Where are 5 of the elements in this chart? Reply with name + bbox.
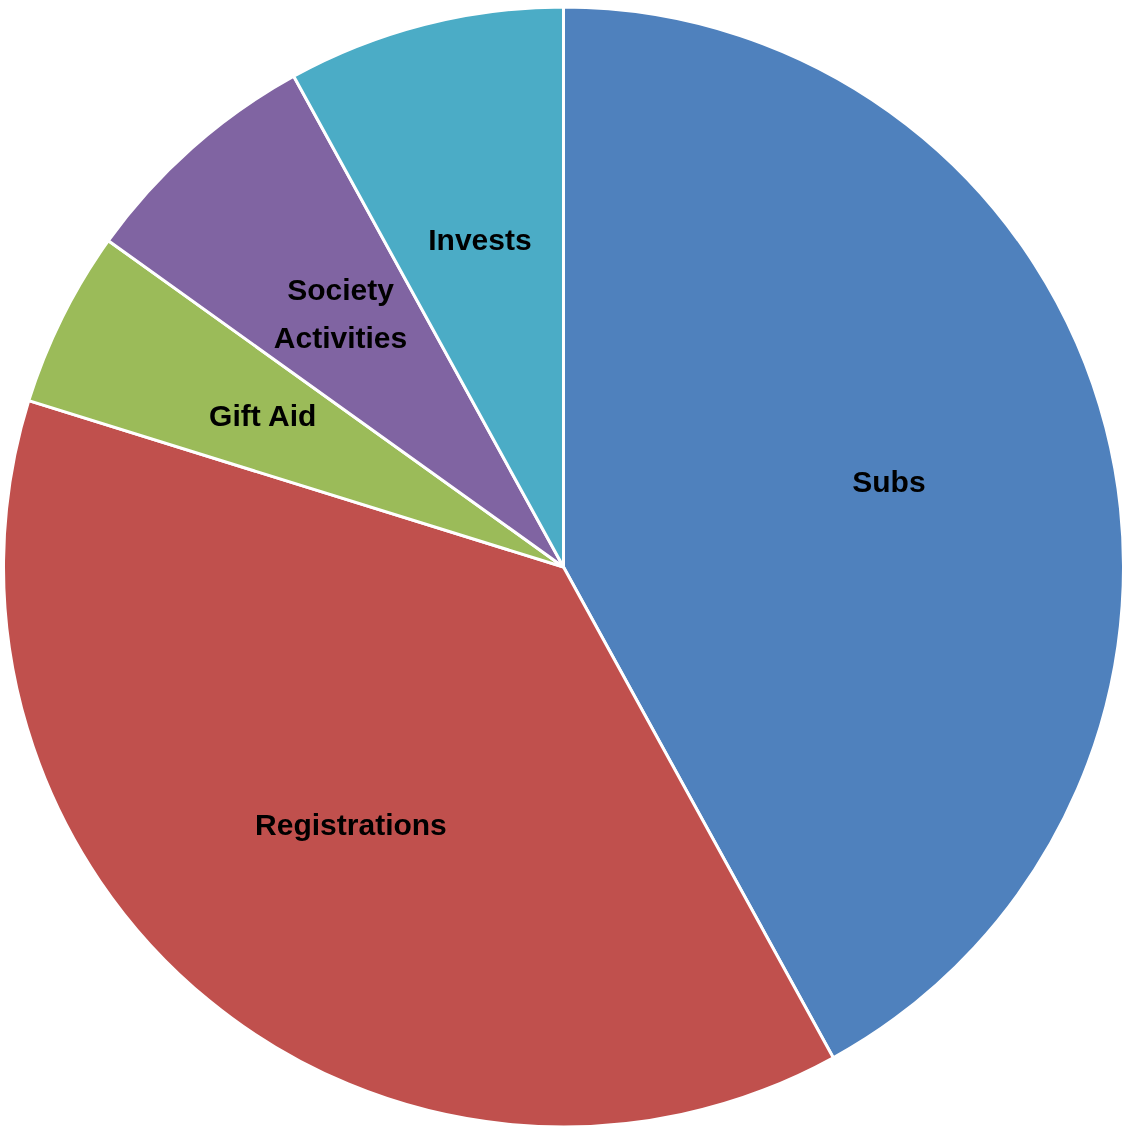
slice-label: Society Activities xyxy=(273,272,408,354)
slice-label: Registrations xyxy=(255,808,447,842)
slice-label: Subs xyxy=(852,464,926,498)
slice-label: Gift Aid xyxy=(209,398,317,432)
slice-label: Invests xyxy=(428,222,532,256)
